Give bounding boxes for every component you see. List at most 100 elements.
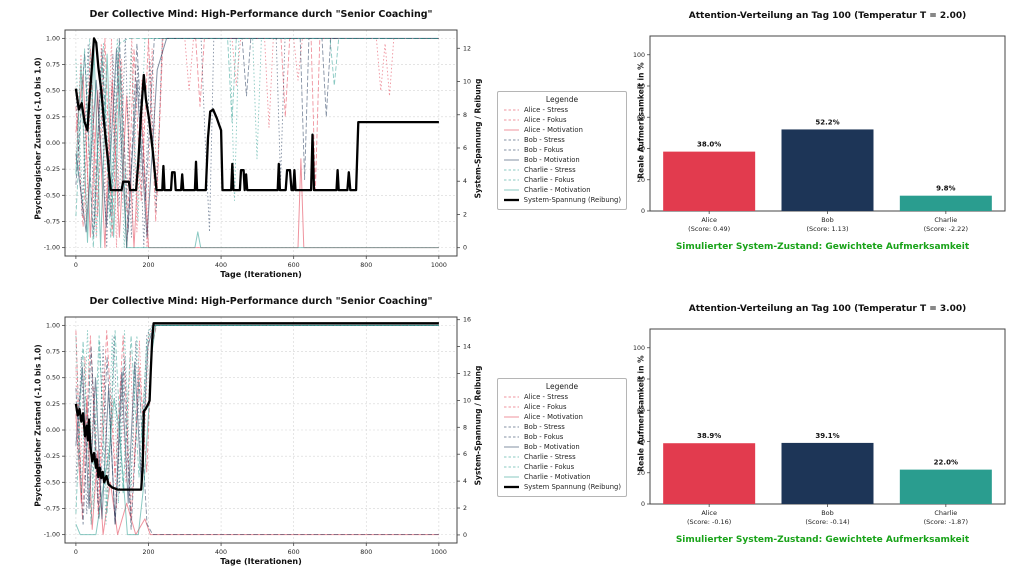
svg-text:2: 2 [463, 211, 467, 218]
svg-text:-1.00: -1.00 [44, 245, 60, 252]
legend: Legende Alice - Stress Alice - Fokus Alice… [497, 91, 627, 210]
svg-text:10: 10 [463, 397, 471, 404]
legend-line-sample [504, 119, 519, 121]
legend-item-label: Charlie - Motivation [524, 186, 591, 194]
legend-item-label: Alice - Motivation [524, 126, 583, 134]
legend-item: Charlie - Fokus [503, 175, 621, 185]
svg-text:400: 400 [215, 549, 227, 556]
svg-text:1.00: 1.00 [46, 322, 60, 329]
svg-text:0: 0 [641, 208, 645, 215]
svg-text:Alice: Alice [701, 216, 717, 224]
svg-text:0.25: 0.25 [46, 401, 60, 408]
legend-item-label: Alice - Fokus [524, 403, 567, 411]
svg-text:39.1%: 39.1% [815, 432, 839, 440]
legend-line-sample [504, 436, 519, 438]
svg-text:4: 4 [463, 178, 467, 185]
legend-item: Alice - Motivation [503, 412, 621, 422]
bar-bob [781, 442, 874, 504]
svg-text:0: 0 [74, 549, 78, 556]
svg-text:38.9%: 38.9% [697, 432, 721, 440]
svg-text:60: 60 [637, 407, 645, 414]
bar-charlie [899, 195, 992, 211]
chart-title: Attention-Verteilung an Tag 100 (Tempera… [688, 304, 967, 314]
svg-text:Charlie: Charlie [934, 509, 957, 517]
legend-item-label: Alice - Stress [524, 106, 569, 114]
svg-text:12: 12 [463, 371, 471, 378]
svg-text:(Score: -1.87): (Score: -1.87) [924, 518, 968, 526]
legend-line-sample [504, 426, 519, 428]
svg-text:600: 600 [288, 262, 300, 269]
svg-text:10: 10 [463, 79, 471, 86]
legend-item: Charlie - Motivation [503, 472, 621, 482]
y-axis-label-left: Psychologischer Zustand (-1.0 bis 1.0) [33, 57, 43, 220]
bar-plot-area-top: 0 20 40 60 80 100 38.0% Alice(Score: 0.49) 52.2%… [633, 35, 1006, 233]
legend-item-label: Charlie - Fokus [524, 176, 575, 184]
legend-item: Alice - Stress [503, 105, 621, 115]
svg-text:1.00: 1.00 [46, 35, 60, 42]
legend-item: Bob - Motivation [503, 155, 621, 165]
legend-item-label: Charlie - Motivation [524, 473, 591, 481]
legend-item-label: Bob - Fokus [524, 433, 564, 441]
bar-alice [663, 151, 756, 211]
svg-text:40: 40 [637, 439, 645, 446]
legend-line-sample [504, 109, 519, 111]
svg-text:Charlie: Charlie [934, 216, 957, 224]
svg-text:(Score: 1.13): (Score: 1.13) [806, 225, 848, 233]
svg-text:800: 800 [360, 549, 372, 556]
svg-text:0: 0 [463, 532, 467, 539]
chart-title: Attention-Verteilung an Tag 100 (Tempera… [688, 11, 967, 21]
legend-item: Bob - Stress [503, 135, 621, 145]
svg-text:-0.50: -0.50 [44, 192, 60, 199]
svg-text:0.75: 0.75 [46, 349, 60, 356]
legend: Legende Alice - Stress Alice - Fokus Alice… [497, 378, 627, 497]
svg-text:1000: 1000 [431, 262, 447, 269]
svg-text:800: 800 [360, 262, 372, 269]
legend-line-sample [504, 149, 519, 151]
legend-item: System-Spannung (Reibung) [503, 195, 621, 205]
legend-item: Bob - Fokus [503, 145, 621, 155]
y-axis-label-right: System-Spannung / Reibung [473, 78, 483, 199]
attention-bar-chart-bottom: 0 20 40 60 80 100 38.9% Alice (Score: -0.16) 39.1… [632, 293, 1024, 576]
svg-text:0.75: 0.75 [46, 62, 60, 69]
legend-item: Alice - Stress [503, 392, 621, 402]
legend-item-label: System-Spannung (Reibung) [523, 196, 621, 204]
attention-bar-chart-top: 0 20 40 60 80 100 38.0% Alice (Score: 0.49) 52.2%… [632, 0, 1024, 287]
svg-text:0: 0 [641, 501, 645, 508]
svg-text:12: 12 [463, 45, 471, 52]
svg-text:52.2%: 52.2% [815, 118, 839, 126]
svg-text:2: 2 [463, 505, 467, 512]
svg-text:16: 16 [463, 317, 471, 324]
chart-title: Der Collective Mind: High-Performance du… [89, 9, 433, 20]
legend-item-label: Charlie - Stress [524, 166, 576, 174]
svg-text:6: 6 [463, 145, 467, 152]
legend-line-sample [504, 406, 519, 408]
bar-bob [781, 129, 874, 211]
svg-text:Bob: Bob [821, 509, 834, 517]
svg-text:100: 100 [633, 345, 645, 352]
legend-line-sample [504, 139, 519, 141]
svg-text:20: 20 [637, 177, 645, 184]
legend-line-sample [504, 446, 519, 448]
legend-item-label: System Spannung (Reibung) [523, 483, 621, 491]
legend-line-sample [504, 179, 519, 181]
svg-text:100: 100 [633, 52, 645, 59]
legend-item: Alice - Fokus [503, 115, 621, 125]
legend-title: Legende [545, 95, 579, 104]
svg-text:400: 400 [215, 262, 227, 269]
line-chart-top: 1.00 0.75 0.50 0.25 0.00 -0.25 -0.50 -0.75 -1.00… [8, 6, 640, 293]
legend-item-label: Bob - Stress [524, 136, 565, 144]
bar-alice [663, 443, 756, 504]
svg-text:(Score: -2.22): (Score: -2.22) [924, 225, 968, 233]
svg-text:0: 0 [74, 262, 78, 269]
legend-line-sample [504, 396, 519, 398]
legend-line-sample [504, 169, 519, 171]
legend-line-sample [504, 456, 519, 458]
legend-item: Bob - Motivation [503, 442, 621, 452]
svg-text:14: 14 [463, 344, 471, 351]
svg-text:80: 80 [637, 376, 645, 383]
legend-line-sample [504, 159, 519, 161]
status-caption: Simulierter System-Zustand: Gewichtete A… [675, 535, 970, 545]
svg-text:0.25: 0.25 [46, 114, 60, 121]
legend-item: Bob - Stress [503, 422, 621, 432]
legend-line-sample [504, 198, 519, 202]
